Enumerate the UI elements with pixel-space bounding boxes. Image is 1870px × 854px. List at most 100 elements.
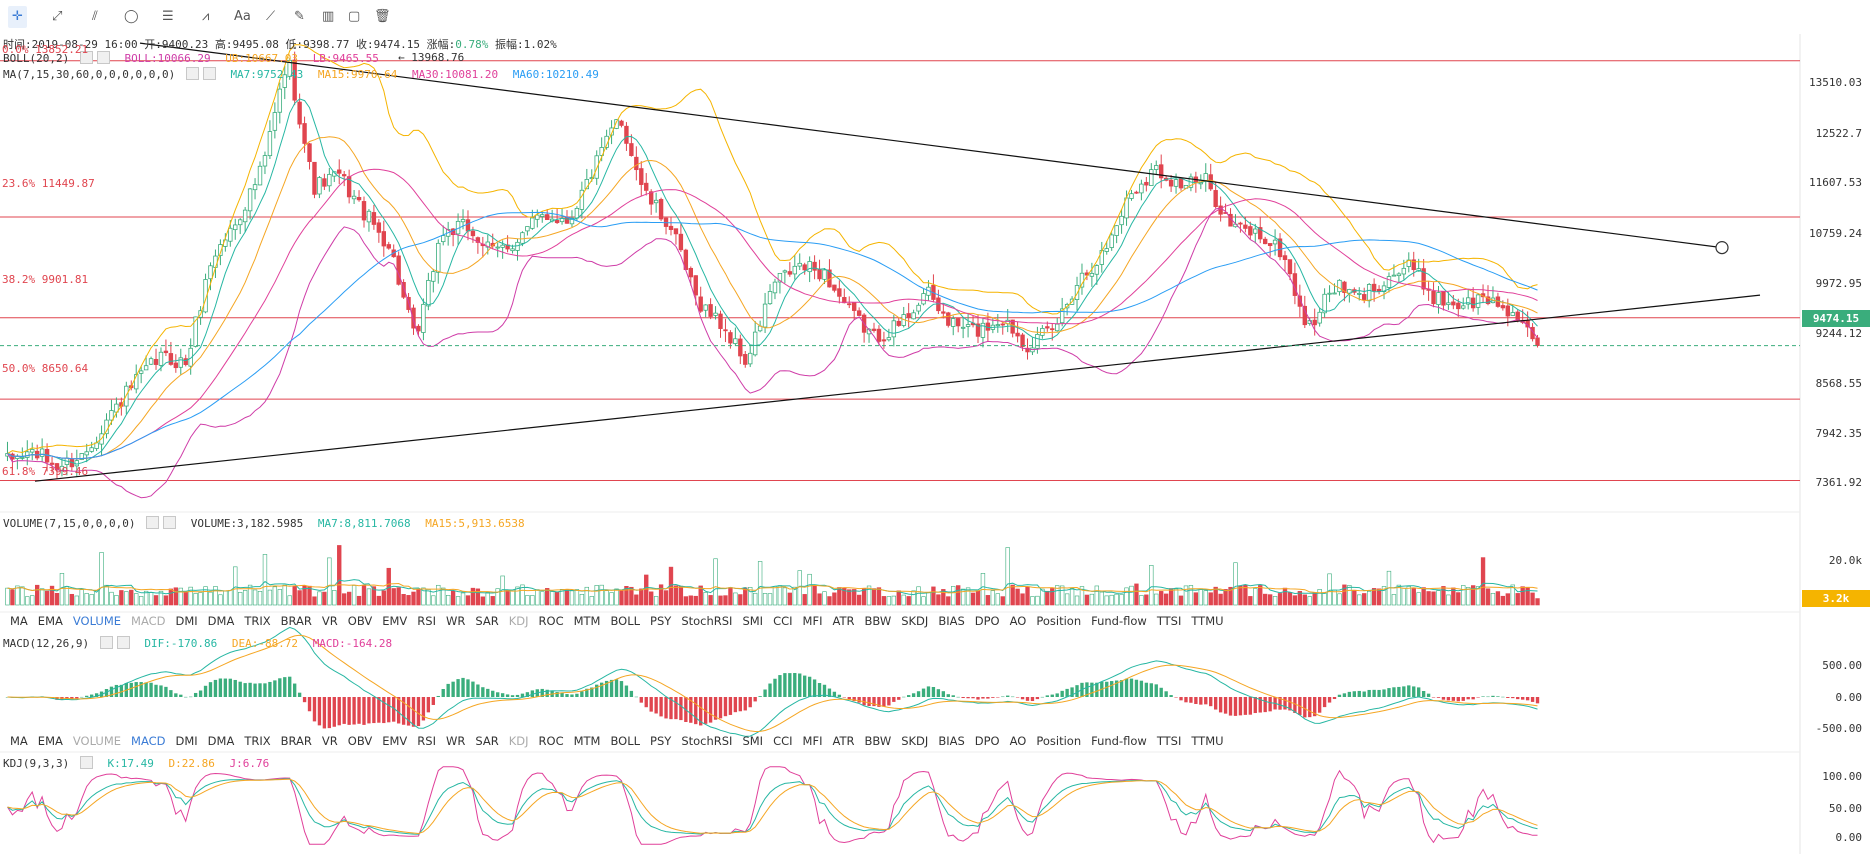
tab-roc[interactable]: ROC (538, 614, 564, 628)
close-icon[interactable] (96, 51, 110, 64)
measure-tool-icon[interactable]: ▥ (322, 9, 335, 24)
parallel-line-tool-icon[interactable]: ⫽ (92, 9, 98, 24)
tab-psy[interactable]: PSY (650, 734, 672, 748)
tab-cci[interactable]: CCI (773, 734, 793, 748)
candle-body (822, 269, 827, 280)
tab-atr[interactable]: ATR (832, 734, 855, 748)
tab-skdj[interactable]: SKDJ (901, 614, 929, 628)
settings-icon[interactable] (185, 67, 199, 80)
tab-boll[interactable]: BOLL (610, 734, 641, 748)
lock-tool-icon[interactable]: ▢ (348, 9, 361, 24)
tab-trix[interactable]: TRIX (244, 614, 271, 628)
tab-fund-flow[interactable]: Fund-flow (1091, 614, 1147, 628)
tab-obv[interactable]: OBV (347, 734, 373, 748)
tab-fund-flow[interactable]: Fund-flow (1091, 734, 1147, 748)
tab-volume[interactable]: VOLUME (72, 734, 122, 748)
tab-ma[interactable]: MA (10, 614, 28, 628)
tab-emv[interactable]: EMV (382, 614, 408, 628)
tab-dma[interactable]: DMA (207, 734, 235, 748)
tab-rsi[interactable]: RSI (417, 734, 436, 748)
tab-atr[interactable]: ATR (832, 614, 855, 628)
candle-body (609, 127, 614, 136)
tab-dmi[interactable]: DMI (175, 614, 198, 628)
settings-icon[interactable] (99, 636, 113, 649)
volume-bar (589, 596, 594, 606)
fib-tool-icon[interactable]: ☰ (162, 9, 174, 24)
settings-icon[interactable] (79, 756, 93, 769)
close-icon[interactable] (116, 636, 130, 649)
tab-sar[interactable]: SAR (475, 614, 499, 628)
tab-ttmu[interactable]: TTMU (1191, 734, 1224, 748)
tab-mtm[interactable]: MTM (573, 614, 601, 628)
tab-psy[interactable]: PSY (650, 614, 672, 628)
tab-skdj[interactable]: SKDJ (901, 734, 929, 748)
tab-sar[interactable]: SAR (475, 734, 499, 748)
tab-mfi[interactable]: MFI (802, 734, 823, 748)
tab-wr[interactable]: WR (445, 614, 466, 628)
brush-tool-icon[interactable]: ✎ (294, 9, 305, 24)
close-icon[interactable] (202, 67, 216, 80)
tab-roc[interactable]: ROC (538, 734, 564, 748)
tab-brar[interactable]: BRAR (280, 734, 312, 748)
tab-volume[interactable]: VOLUME (72, 614, 122, 628)
tab-dpo[interactable]: DPO (974, 614, 1000, 628)
tab-kdj[interactable]: KDJ (508, 734, 529, 748)
macd-histogram-bar (1223, 697, 1228, 714)
tab-stochrsi[interactable]: StochRSI (681, 614, 733, 628)
volume-bar (416, 589, 421, 606)
ellipse-tool-icon[interactable]: ◯ (124, 9, 139, 24)
tab-position[interactable]: Position (1036, 734, 1082, 748)
tab-vr[interactable]: VR (321, 614, 338, 628)
settings-icon[interactable] (146, 516, 160, 529)
wave-tool-icon[interactable]: ⩘ (202, 9, 210, 24)
tab-kdj[interactable]: KDJ (508, 614, 529, 628)
close-icon[interactable] (163, 516, 177, 529)
macd-histogram-bar (70, 697, 74, 700)
volume-bar (1193, 592, 1199, 606)
trash-tool-icon[interactable]: 🗑 (374, 9, 391, 24)
tab-mfi[interactable]: MFI (802, 614, 823, 628)
tab-dmi[interactable]: DMI (175, 734, 198, 748)
tab-ma[interactable]: MA (10, 734, 28, 748)
macd-indicator-name: MACD(12,26,9) (3, 637, 90, 650)
tab-dpo[interactable]: DPO (974, 734, 1000, 748)
tab-smi[interactable]: SMI (742, 734, 764, 748)
volume-bar (663, 590, 669, 606)
tab-stochrsi[interactable]: StochRSI (681, 734, 733, 748)
tab-ema[interactable]: EMA (37, 734, 63, 748)
tab-bias[interactable]: BIAS (938, 614, 965, 628)
volume-bar (1104, 595, 1109, 606)
tab-cci[interactable]: CCI (773, 614, 793, 628)
tab-ttmu[interactable]: TTMU (1191, 614, 1224, 628)
tab-rsi[interactable]: RSI (417, 614, 436, 628)
tab-bias[interactable]: BIAS (938, 734, 965, 748)
tab-dma[interactable]: DMA (207, 614, 235, 628)
tab-ao[interactable]: AO (1009, 614, 1027, 628)
candle-body (1243, 224, 1248, 229)
tab-smi[interactable]: SMI (742, 614, 764, 628)
tab-ttsi[interactable]: TTSI (1156, 614, 1182, 628)
text-tool-icon[interactable]: Aa (234, 9, 251, 24)
tab-bbw[interactable]: BBW (864, 614, 892, 628)
tab-bbw[interactable]: BBW (864, 734, 892, 748)
crosshair-tool-icon[interactable]: ✛ (8, 6, 27, 28)
settings-icon[interactable] (79, 51, 93, 64)
tab-vr[interactable]: VR (321, 734, 338, 748)
tab-obv[interactable]: OBV (347, 614, 373, 628)
macd-histogram-bar (862, 697, 866, 706)
ruler-tool-icon[interactable]: ⟋ (266, 9, 276, 24)
tab-mtm[interactable]: MTM (573, 734, 601, 748)
tab-macd[interactable]: MACD (131, 614, 166, 628)
tab-ema[interactable]: EMA (37, 614, 63, 628)
tab-position[interactable]: Position (1036, 614, 1082, 628)
trendline-tool-icon[interactable]: ⤢ (52, 9, 63, 24)
tab-boll[interactable]: BOLL (610, 614, 641, 628)
tab-ttsi[interactable]: TTSI (1156, 734, 1182, 748)
tab-macd[interactable]: MACD (131, 734, 166, 748)
tab-ao[interactable]: AO (1009, 734, 1027, 748)
tab-trix[interactable]: TRIX (244, 734, 271, 748)
tab-wr[interactable]: WR (445, 734, 466, 748)
tab-brar[interactable]: BRAR (280, 614, 312, 628)
tab-emv[interactable]: EMV (382, 734, 408, 748)
